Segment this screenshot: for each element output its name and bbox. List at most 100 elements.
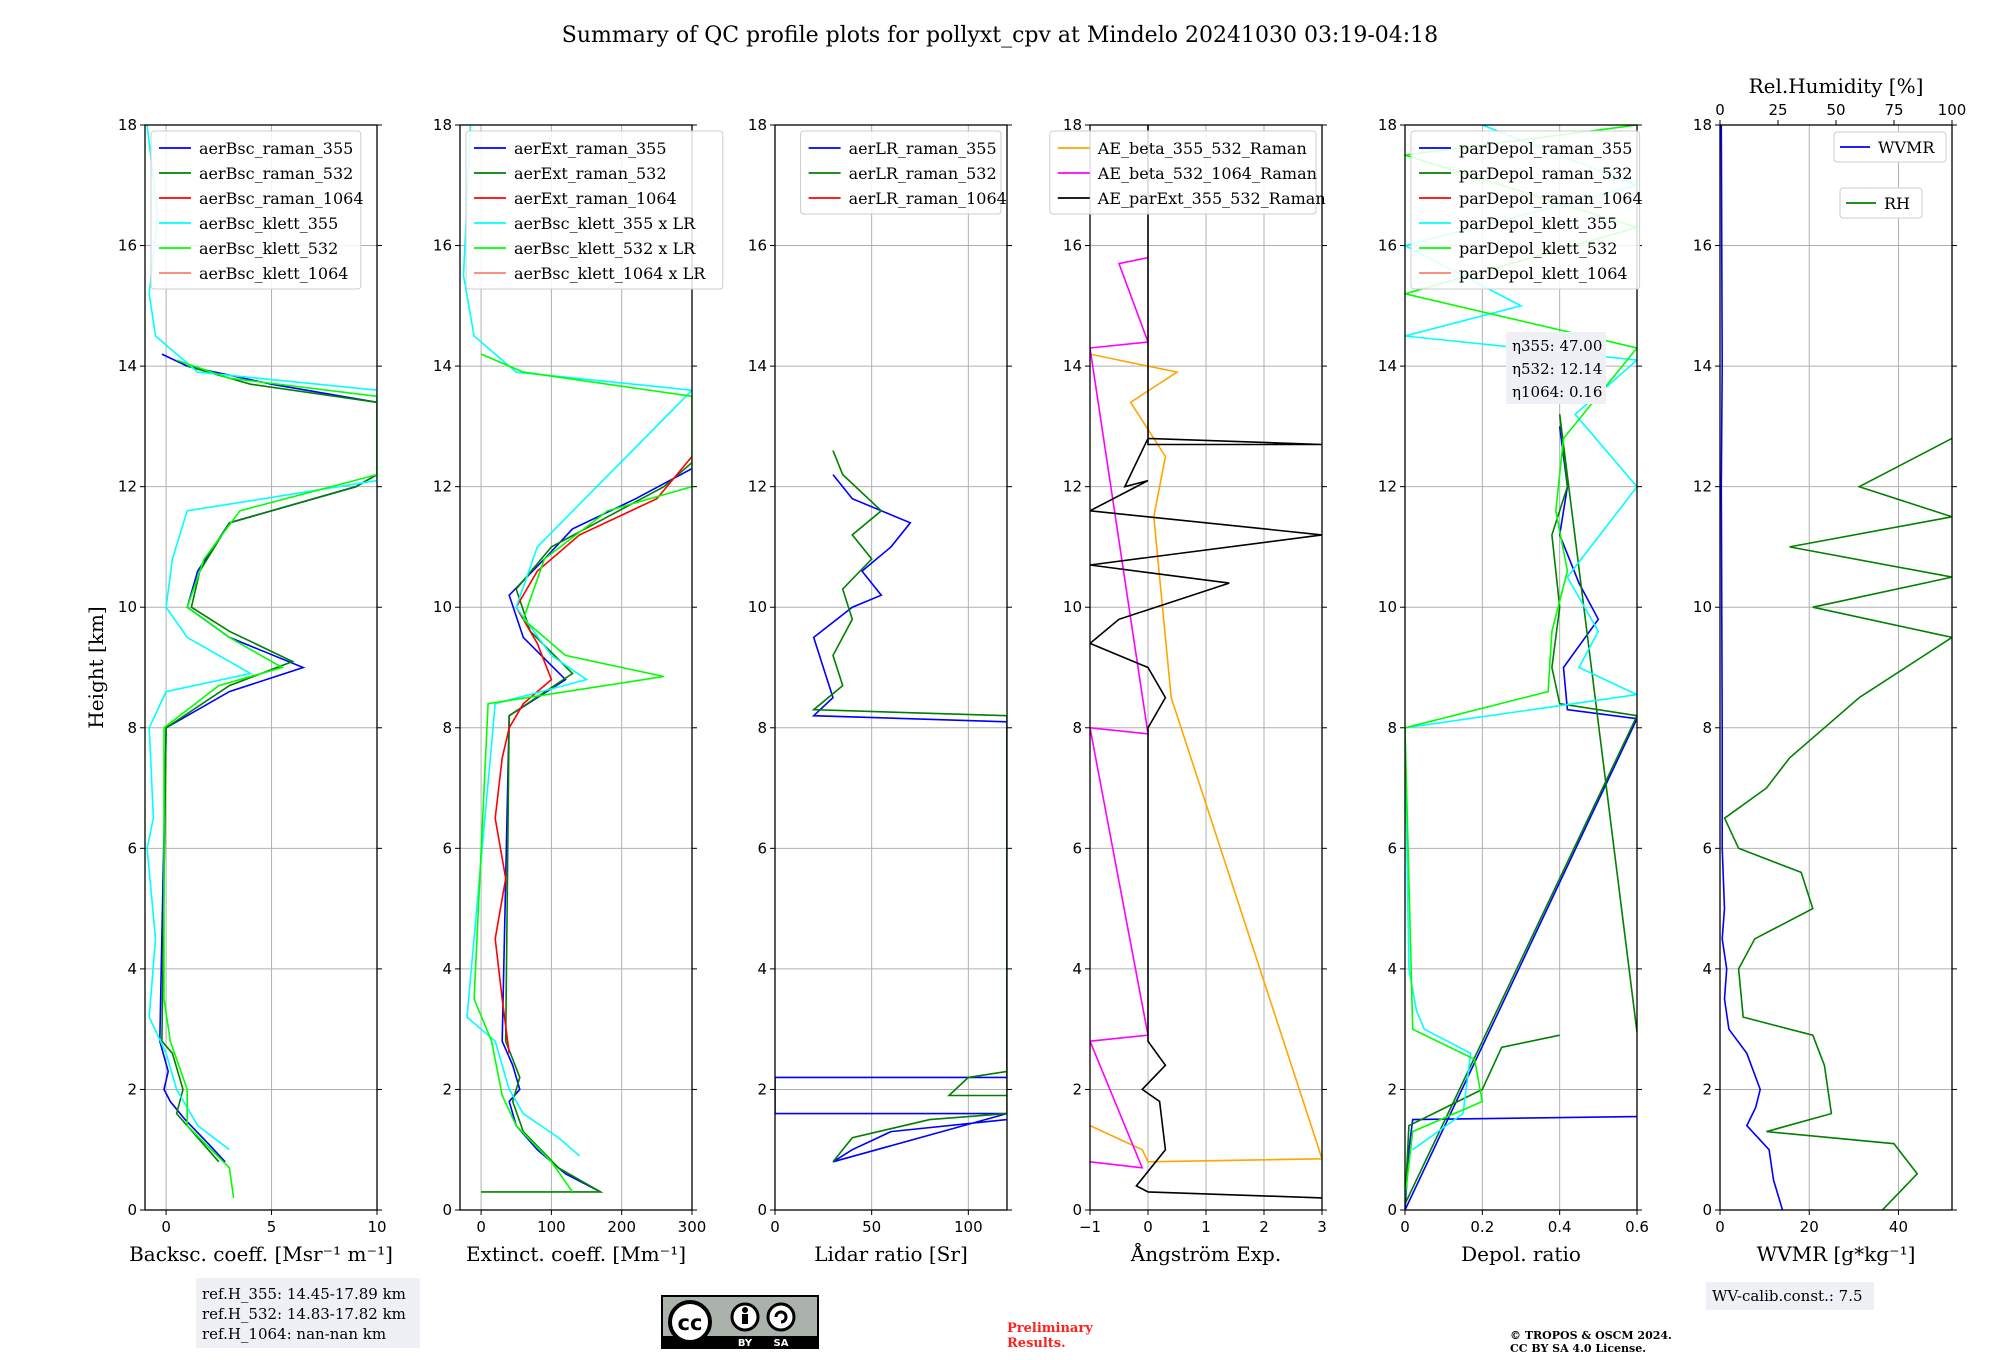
ytick-label: 18 xyxy=(118,116,137,134)
eta-box-bg xyxy=(1506,332,1606,404)
legend-bg xyxy=(1049,130,1317,215)
xtick-label: 10 xyxy=(367,1218,386,1236)
xtick-label: −1 xyxy=(1079,1218,1101,1236)
ytick-label: 0 xyxy=(1702,1201,1712,1219)
legend-label: RH xyxy=(1884,194,1910,213)
legend-label: parDepol_raman_355 xyxy=(1459,139,1632,158)
ytick-label: 14 xyxy=(433,357,452,375)
legend-label: aerLR_raman_532 xyxy=(849,164,997,183)
copyright-line: © TROPOS & OSCM 2024. xyxy=(1510,1329,1672,1342)
ytick-label: 16 xyxy=(433,237,452,255)
ref-height-355: ref.H_355: 14.45-17.89 km xyxy=(202,1285,406,1303)
plot-frame xyxy=(774,124,1008,1211)
legend-label: parDepol_klett_355 xyxy=(1459,214,1617,233)
ytick-label: 4 xyxy=(127,960,137,978)
xtick-label: 50 xyxy=(862,1218,881,1236)
series-group xyxy=(146,125,377,1199)
ytick-label: 18 xyxy=(433,116,452,134)
ytick-label: 14 xyxy=(1378,357,1397,375)
series-aerLR_raman_532 xyxy=(811,450,1007,1163)
x2tick-label: 0 xyxy=(1715,101,1725,119)
xtick-label: 2 xyxy=(1259,1218,1269,1236)
series-WVMR xyxy=(1720,125,1784,1210)
eta-value: η355: 47.00 xyxy=(1512,337,1602,355)
legend-label: aerBsc_raman_532 xyxy=(199,164,353,183)
ytick-label: 2 xyxy=(1072,1080,1082,1098)
legend-label: WVMR xyxy=(1878,138,1935,157)
xtick-label: 20 xyxy=(1800,1218,1819,1236)
eta-value: η532: 12.14 xyxy=(1512,360,1602,378)
by-person-head xyxy=(742,1307,748,1313)
xtick-label: 0.4 xyxy=(1548,1218,1572,1236)
legend-label: aerBsc_klett_355 xyxy=(199,214,338,233)
ytick-label: 4 xyxy=(1072,960,1082,978)
ytick-label: 10 xyxy=(1063,598,1082,616)
eta-annotation: η355: 47.00 η532: 12.14 η1064: 0.16 xyxy=(1506,332,1606,404)
legend-label: aerBsc_raman_355 xyxy=(199,139,353,158)
legend-label: aerLR_raman_1064 xyxy=(849,189,1007,208)
ref-height-532: ref.H_532: 14.83-17.82 km xyxy=(202,1305,406,1323)
x2-axis-label: Rel.Humidity [%] xyxy=(1749,74,1924,98)
ytick-label: 18 xyxy=(1693,116,1712,134)
series-parDepol_raman_532 xyxy=(1405,414,1637,1205)
legend-bg xyxy=(150,130,362,290)
series-AE_beta_355_532_Raman xyxy=(1090,353,1322,1163)
xtick-label: 1 xyxy=(1201,1218,1211,1236)
ytick-label: 16 xyxy=(1063,237,1082,255)
ytick-label: 0 xyxy=(1072,1201,1082,1219)
plot-frame xyxy=(1719,124,1953,1211)
legend-label: aerExt_raman_532 xyxy=(514,164,667,183)
xtick-label: 0 xyxy=(1715,1218,1725,1236)
ytick-label: 14 xyxy=(1063,357,1082,375)
legend-label: AE_beta_532_1064_Raman xyxy=(1097,164,1317,183)
legend-label: aerBsc_klett_1064 x LR xyxy=(514,264,706,283)
legend: AE_beta_355_532_Raman AE_beta_532_1064_Ra… xyxy=(1049,130,1326,215)
ytick-label: 6 xyxy=(757,839,767,857)
ytick-label: 18 xyxy=(1378,116,1397,134)
xtick-label: 100 xyxy=(954,1218,983,1236)
ytick-label: 12 xyxy=(433,478,452,496)
license-line: CC BY SA 4.0 License. xyxy=(1510,1342,1646,1355)
panel-1: 0 2 4 6 8 10 12 14 16 18 0 5 10 Backsc. coeff. [Msr⁻¹… xyxy=(84,116,393,1266)
series-AE_beta_532_1064_Raman xyxy=(1090,256,1150,1169)
legend-label: aerBsc_klett_1064 xyxy=(199,264,348,283)
plot-frame xyxy=(1404,124,1638,1211)
preliminary-label: Preliminary xyxy=(1007,1321,1093,1336)
ytick-label: 14 xyxy=(748,357,767,375)
eta-value: η1064: 0.16 xyxy=(1512,383,1602,401)
ytick-label: 6 xyxy=(1387,839,1397,857)
xtick-label: 300 xyxy=(678,1218,707,1236)
series-aerLR_raman_355 xyxy=(775,474,1007,1163)
ytick-label: 12 xyxy=(748,478,767,496)
ref-height-box: ref.H_355: 14.45-17.89 km ref.H_532: 14.… xyxy=(196,1278,420,1348)
ytick-label: 6 xyxy=(442,839,452,857)
legend-bg xyxy=(465,130,724,290)
cc-logo-text: cc xyxy=(678,1311,703,1335)
series-aerBsc_raman_355 xyxy=(158,353,377,1163)
cc-sa-label: SA xyxy=(774,1338,789,1349)
ytick-label: 16 xyxy=(118,237,137,255)
series-parDepol_klett_355 xyxy=(1405,125,1637,1151)
series-group xyxy=(1090,125,1322,1199)
series-RH xyxy=(1723,437,1952,1210)
sa-share-icon xyxy=(766,1302,796,1332)
legend-bg xyxy=(1833,131,1947,163)
ytick-label: 6 xyxy=(1702,839,1712,857)
ytick-label: 10 xyxy=(1693,598,1712,616)
series-parDepol_raman_355 xyxy=(1405,426,1637,1210)
legend-label: aerBsc_klett_532 xyxy=(199,239,338,258)
legend-label: parDepol_klett_532 xyxy=(1459,239,1617,258)
legend-box-WVMR: WVMR xyxy=(1833,131,1947,163)
ytick-label: 8 xyxy=(127,719,137,737)
ytick-label: 12 xyxy=(1063,478,1082,496)
xtick-label: 40 xyxy=(1889,1218,1908,1236)
panel-5: 0 2 4 6 8 10 12 14 16 18 0 0.2 0.4 0.6 Depol. ratio par… xyxy=(1378,116,1649,1266)
legend-label: aerBsc_klett_532 x LR xyxy=(514,239,696,258)
ytick-label: 12 xyxy=(1378,478,1397,496)
xtick-label: 0.2 xyxy=(1470,1218,1494,1236)
series-group xyxy=(1720,125,1952,1210)
ytick-label: 10 xyxy=(118,598,137,616)
